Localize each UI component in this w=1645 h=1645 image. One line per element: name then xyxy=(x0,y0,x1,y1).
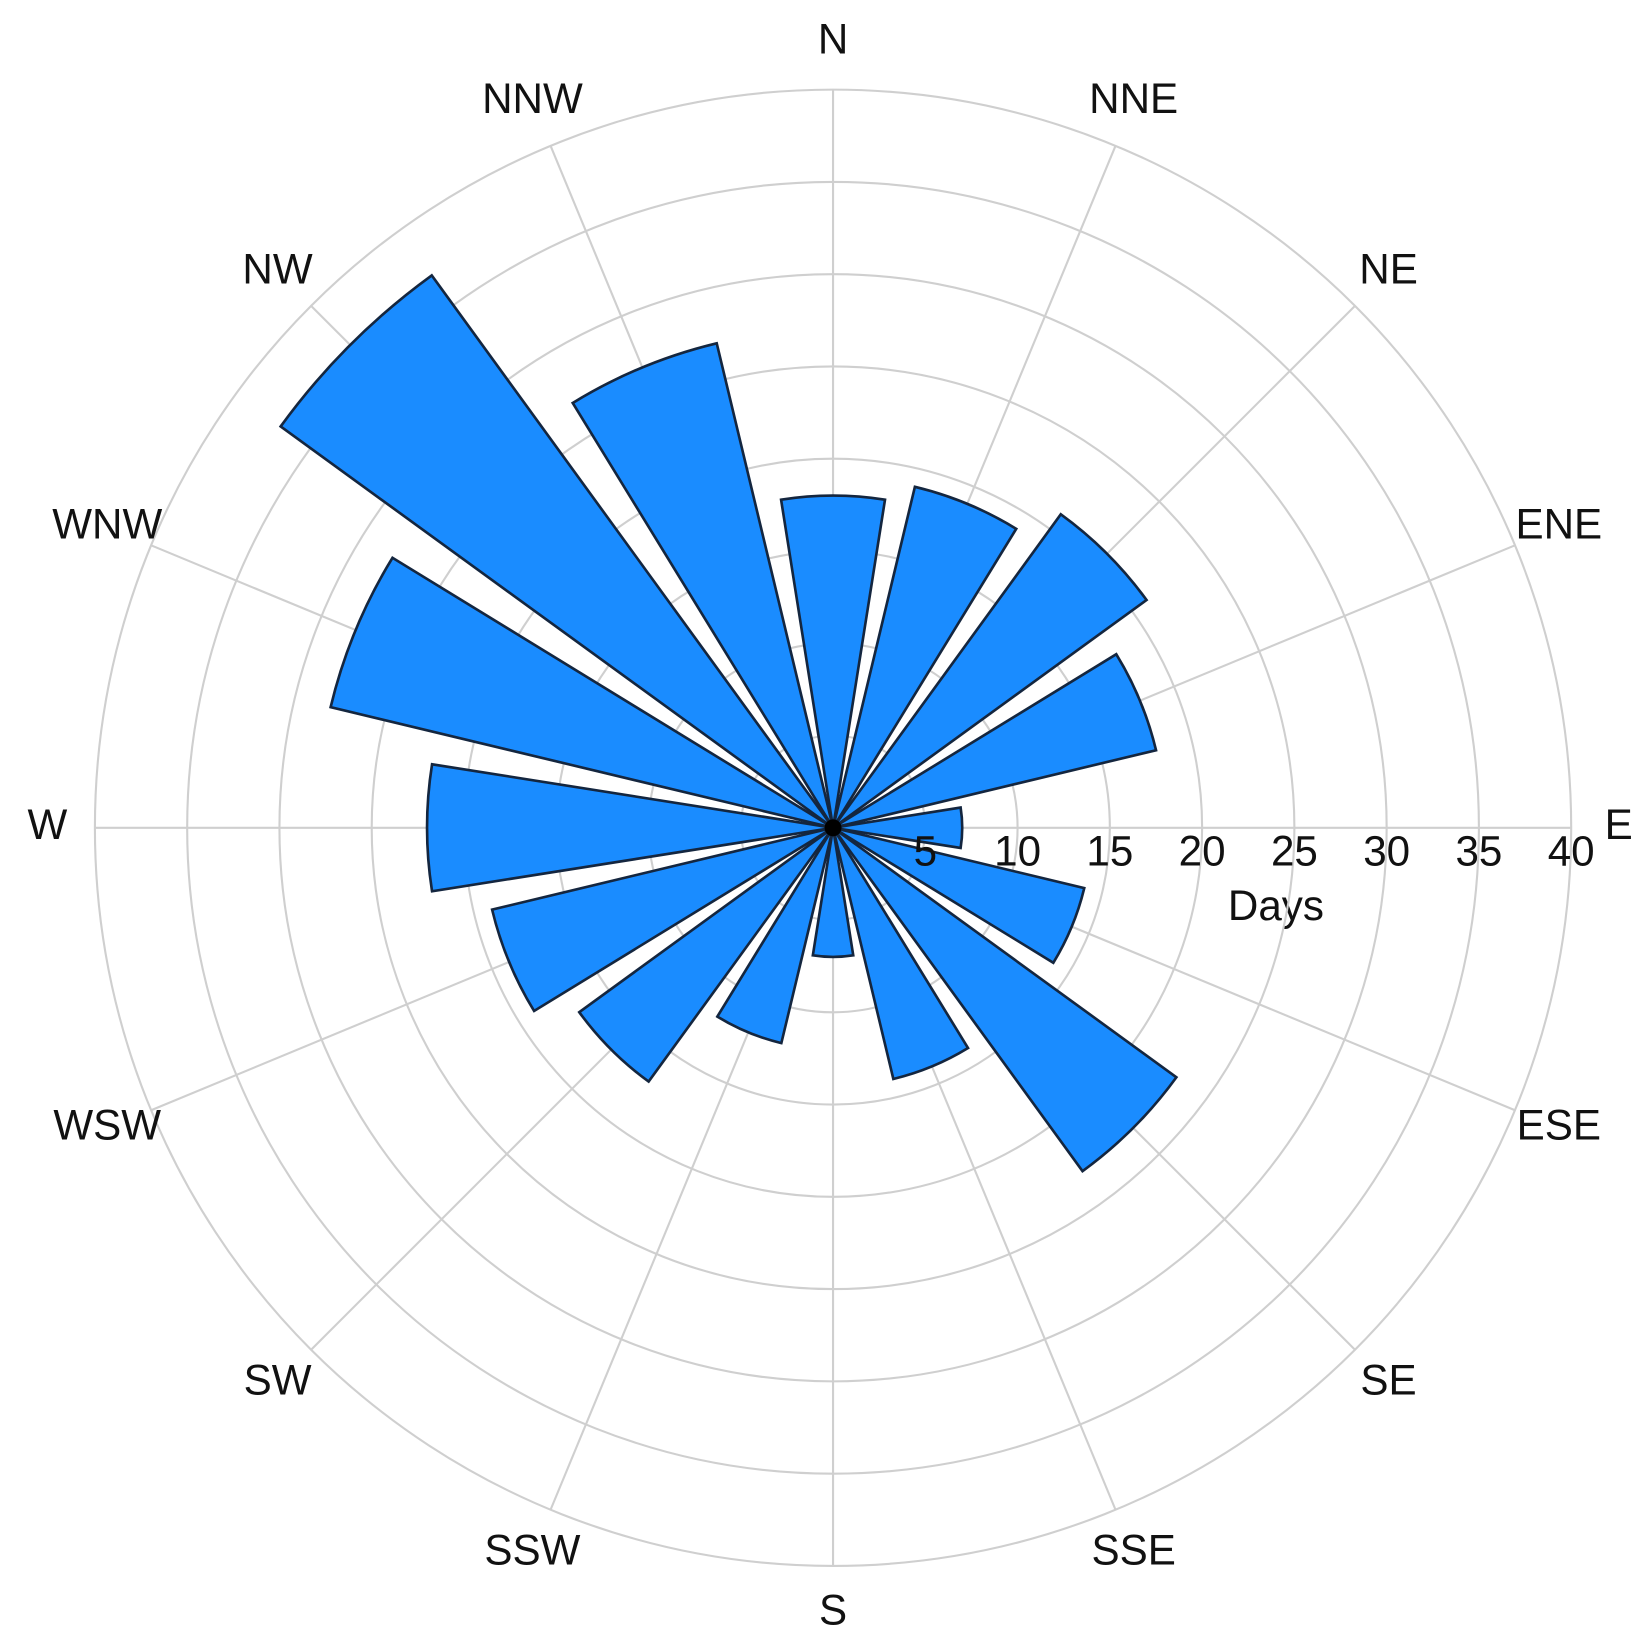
direction-label: NW xyxy=(242,245,312,292)
direction-label: N xyxy=(818,15,848,62)
bar xyxy=(831,512,1149,829)
direction-label: SSE xyxy=(1091,1527,1175,1574)
bar xyxy=(779,494,887,828)
bar xyxy=(811,827,855,959)
direction-label: W xyxy=(28,801,68,848)
bar xyxy=(831,826,1179,1173)
bar xyxy=(831,485,1019,829)
direction-label: NNE xyxy=(1089,75,1178,122)
bar xyxy=(490,826,834,1013)
center-dot xyxy=(824,819,842,837)
r-tick-label: 5 xyxy=(914,827,937,874)
r-tick-label: 35 xyxy=(1455,827,1502,874)
bar xyxy=(329,555,834,830)
r-tick-label: 40 xyxy=(1548,827,1595,874)
r-tick-label: 25 xyxy=(1271,827,1318,874)
direction-label: SSW xyxy=(484,1527,580,1574)
bar xyxy=(832,806,964,850)
direction-label: E xyxy=(1605,801,1633,848)
axis-label: Days xyxy=(1228,882,1324,929)
direction-label: SE xyxy=(1360,1356,1416,1403)
direction-label: SW xyxy=(244,1356,312,1403)
bar xyxy=(832,652,1158,830)
direction-label: NNW xyxy=(482,75,583,122)
bar xyxy=(715,827,835,1045)
bar xyxy=(425,762,834,893)
direction-label: S xyxy=(819,1587,847,1634)
bar xyxy=(278,273,835,829)
bar xyxy=(577,826,835,1084)
direction-label: WSW xyxy=(53,1102,161,1149)
direction-label: ENE xyxy=(1515,500,1602,547)
r-tick-label: 10 xyxy=(994,827,1041,874)
direction-label: ESE xyxy=(1517,1102,1601,1149)
direction-label: NE xyxy=(1359,245,1418,292)
r-tick-label: 20 xyxy=(1179,827,1226,874)
r-tick-label: 15 xyxy=(1086,827,1133,874)
bar xyxy=(570,341,835,829)
bar xyxy=(831,827,970,1081)
bar xyxy=(832,826,1086,965)
r-tick-label: 30 xyxy=(1363,827,1410,874)
direction-label: WNW xyxy=(52,500,162,547)
